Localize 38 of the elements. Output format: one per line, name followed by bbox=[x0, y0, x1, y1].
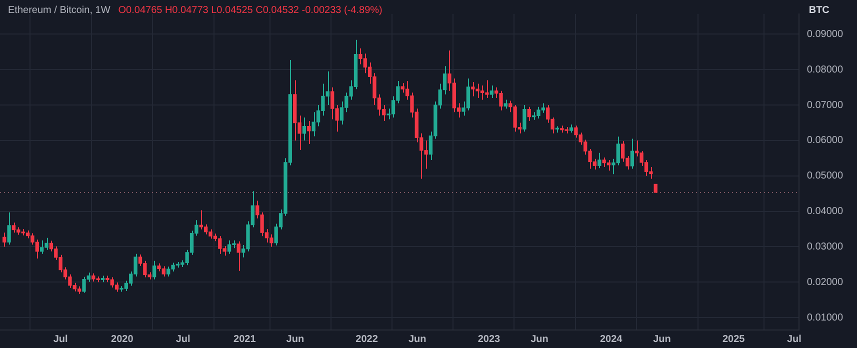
x-tick-label: Jun bbox=[286, 334, 304, 345]
candlestick bbox=[12, 222, 16, 234]
candlestick bbox=[236, 240, 240, 272]
candlestick bbox=[598, 152, 602, 169]
x-tick-label: 2023 bbox=[478, 334, 501, 345]
y-tick-label: 0.03000 bbox=[806, 242, 844, 252]
y-tick-label: 0.06000 bbox=[806, 135, 844, 146]
candlestick bbox=[302, 116, 306, 141]
candlestick bbox=[152, 260, 156, 280]
candlestick bbox=[527, 106, 531, 122]
x-tick-label: Jul bbox=[786, 334, 802, 345]
y-axis-title: BTC bbox=[808, 4, 830, 16]
candlestick bbox=[114, 282, 119, 292]
x-tick-label: 2024 bbox=[600, 334, 623, 345]
candlestick bbox=[522, 104, 526, 132]
candlestick bbox=[2, 232, 6, 248]
y-tick-label: 0.01000 bbox=[806, 312, 844, 324]
x-tick-label: Jul bbox=[53, 334, 68, 345]
y-tick-label: 0.07000 bbox=[806, 100, 844, 111]
x-tick-label: 2020 bbox=[111, 334, 134, 345]
x-tick-label: 2022 bbox=[356, 334, 378, 345]
candlestick bbox=[630, 138, 634, 170]
candlestick bbox=[307, 120, 311, 145]
chart-title: Ethereum / Bitcoin, 1W bbox=[8, 4, 111, 16]
candlestick bbox=[7, 212, 11, 246]
x-tick-label: Jun bbox=[408, 334, 426, 345]
x-tick-label: 2025 bbox=[722, 334, 746, 345]
y-tick-label: 0.04000 bbox=[806, 206, 844, 218]
y-tick-label: 0.02000 bbox=[806, 276, 844, 288]
x-tick-label: Jun bbox=[530, 334, 548, 345]
y-tick-label: 0.05000 bbox=[806, 170, 844, 182]
x-tick-label: Jun bbox=[653, 334, 671, 345]
x-tick-label: Jul bbox=[176, 334, 191, 345]
y-tick-label: 0.09000 bbox=[806, 28, 844, 40]
y-tick-label: 0.08000 bbox=[806, 64, 844, 76]
chart-subtitle: O0.04765 H0.04773 L0.04525 C0.04532 -0.00233 (-4.89%) bbox=[118, 4, 382, 16]
candlestick bbox=[490, 85, 494, 98]
x-tick-label: 2021 bbox=[234, 334, 256, 345]
